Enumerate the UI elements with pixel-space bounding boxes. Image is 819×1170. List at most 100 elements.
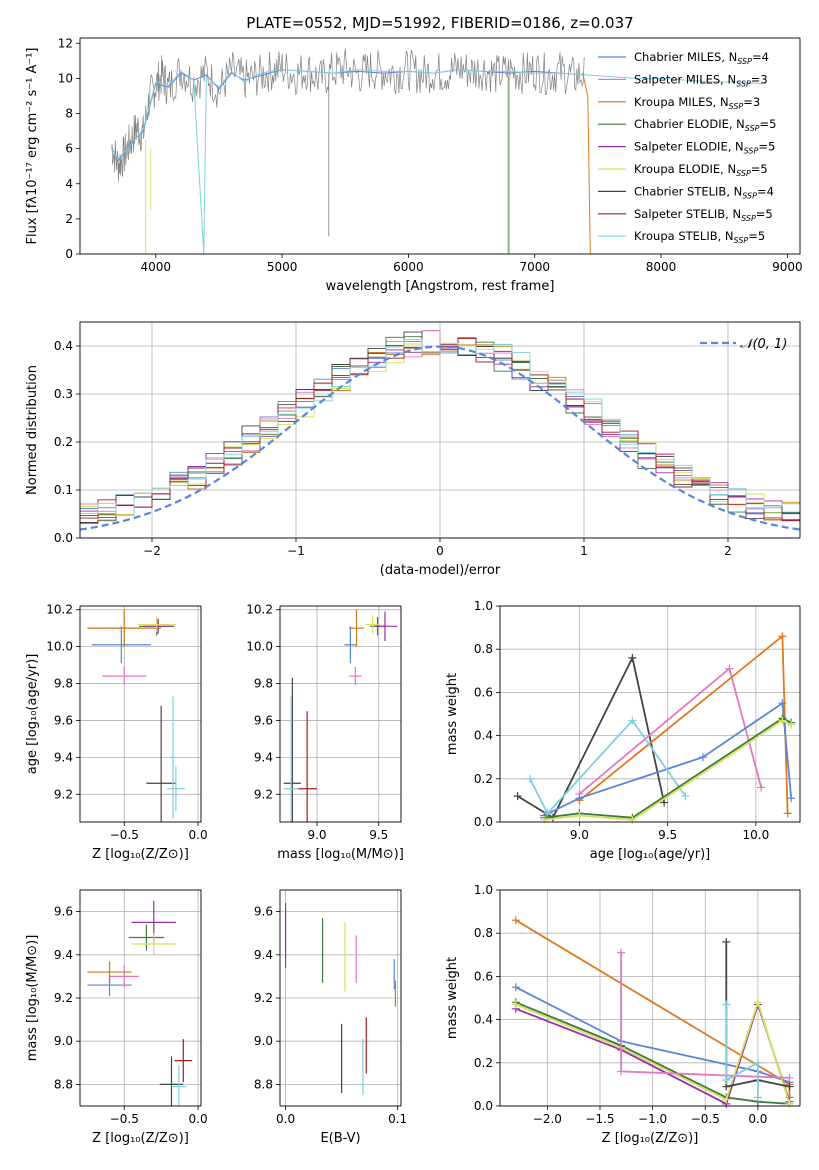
x-tick-label: 8000 xyxy=(646,260,677,274)
weight-point-kroupa_stelib xyxy=(526,774,534,783)
x-tick-label: 6000 xyxy=(393,260,424,274)
weight-line-kroupa_stelib xyxy=(725,1004,759,1098)
model-line-kroupa_stelib xyxy=(111,69,763,254)
y-tick-label: 0.4 xyxy=(54,339,73,353)
legend-label: Kroupa ELODIE, NSSP=5 xyxy=(634,162,768,178)
legend-label: Salpeter STELIB, NSSP=5 xyxy=(634,207,773,223)
weight-point-kroupa_stelib xyxy=(753,1058,762,1067)
x-tick-label: 5000 xyxy=(267,260,298,274)
y-tick-label: 10.2 xyxy=(246,603,273,617)
y-tick-label: 1.0 xyxy=(474,599,493,613)
weight-point-salpeter_miles xyxy=(725,664,734,673)
weight-point-chabrier_miles xyxy=(778,699,787,708)
y-tick-label: 9.4 xyxy=(54,750,73,764)
x-tick-label: 10.0 xyxy=(743,828,770,842)
x-tick-label: −0.5 xyxy=(110,1112,139,1126)
y-tick-label: 0.3 xyxy=(54,387,73,401)
y-tick-label: 9.6 xyxy=(254,905,273,919)
x-axis-label: Z [log₁₀(Z/Z⊙)] xyxy=(602,1131,699,1146)
weight-point-kroupa_stelib xyxy=(722,1000,731,1009)
y-tick-label: 9.0 xyxy=(54,1034,73,1048)
y-tick-label: 0.4 xyxy=(474,729,493,743)
weight-point-orange xyxy=(778,632,787,641)
weight-point-chabrier_stelib xyxy=(628,653,637,662)
weight-point-kroupa_stelib xyxy=(681,792,690,801)
y-axis-label: Normed distribution xyxy=(25,365,40,495)
y-tick-label: 0.0 xyxy=(54,531,73,545)
x-tick-label: −1.0 xyxy=(638,1112,667,1126)
y-tick-label: 0.2 xyxy=(54,435,73,449)
plot-frame xyxy=(279,605,402,823)
weight-point-kroupa_stelib xyxy=(628,716,637,725)
y-tick-label: 9.8 xyxy=(54,677,73,691)
x-tick-label: 9.5 xyxy=(369,828,388,842)
y-tick-label: 0.0 xyxy=(474,815,493,829)
y-tick-label: 9.2 xyxy=(254,787,273,801)
x-tick-label: 7000 xyxy=(519,260,550,274)
weight-point-kroupa_stelib xyxy=(543,809,552,818)
weight-point-kroupa_elodie xyxy=(785,1099,794,1108)
weight-point-chabrier_miles xyxy=(787,794,796,803)
weight-point-kroupa_elodie xyxy=(753,998,762,1007)
y-tick-label: 0.1 xyxy=(54,483,73,497)
weight-line-kroupa_stelib xyxy=(529,719,687,815)
x-tick-label: −1.5 xyxy=(585,1112,614,1126)
x-axis-label: wavelength [Angstrom, rest frame] xyxy=(326,279,555,294)
weight-point-kroupa_elodie xyxy=(628,815,637,824)
x-tick-label: 0.0 xyxy=(276,1112,295,1126)
y-tick-label: 9.6 xyxy=(54,905,73,919)
x-tick-label: 9000 xyxy=(772,260,803,274)
y-axis-label: age [log₁₀(age/yr)] xyxy=(25,654,40,775)
weight-point-salpeter_miles xyxy=(785,1073,794,1082)
y-tick-label: 9.4 xyxy=(254,750,273,764)
y-axis-label: mass [log₁₀(M/M⊙)] xyxy=(25,935,40,1062)
weight-point-chabrier_stelib xyxy=(513,792,522,801)
legend-label: Kroupa MILES, NSSP=3 xyxy=(634,95,760,111)
x-axis-label: Z [log₁₀(Z/Z⊙)] xyxy=(92,847,189,862)
y-tick-label: 9.2 xyxy=(254,991,273,1005)
legend-label: Chabrier MILES, NSSP=4 xyxy=(634,50,769,66)
gaussian-curve xyxy=(80,345,800,531)
x-axis-label: age [log₁₀(age/yr)] xyxy=(590,847,711,862)
x-tick-label: 9.0 xyxy=(307,828,326,842)
y-tick-label: 0.2 xyxy=(474,1056,493,1070)
y-tick-label: 0.2 xyxy=(474,772,493,786)
y-tick-label: 0.4 xyxy=(474,1013,493,1027)
weight-point-salpeter_miles xyxy=(617,1067,626,1076)
y-tick-label: 0.0 xyxy=(474,1099,493,1113)
y-tick-label: 0.8 xyxy=(474,926,493,940)
weight-point-chabrier_stelib xyxy=(660,798,669,807)
plot-frame xyxy=(499,889,801,1107)
model-drop-miles xyxy=(582,72,591,254)
x-axis-label: E(B-V) xyxy=(320,1131,360,1146)
legend-label: Kroupa STELIB, NSSP=5 xyxy=(634,229,765,245)
x-tick-label: −0.5 xyxy=(110,828,139,842)
y-tick-label: 10 xyxy=(58,71,73,85)
x-tick-label: 0.0 xyxy=(189,828,208,842)
weight-point-orange xyxy=(783,809,792,818)
weight-line-chabrier_stelib xyxy=(517,655,665,819)
y-axis-label: mass weight xyxy=(445,673,460,755)
plot-frame xyxy=(79,889,202,1107)
y-axis-label: Flux [fλ10⁻¹⁷ erg cm⁻² s⁻¹ A⁻¹] xyxy=(25,48,40,245)
y-tick-label: 1.0 xyxy=(474,883,493,897)
x-tick-label: −0.5 xyxy=(691,1112,720,1126)
legend-label: Salpeter MILES, NSSP=3 xyxy=(634,72,768,88)
weight-point-chabrier_stelib xyxy=(722,937,731,946)
data-spectrum-line xyxy=(111,48,585,182)
x-tick-label: 1 xyxy=(580,544,588,558)
y-tick-label: 12 xyxy=(58,36,73,50)
x-axis-label: Z [log₁₀(Z/Z⊙)] xyxy=(92,1131,189,1146)
y-tick-label: 9.6 xyxy=(254,713,273,727)
y-tick-label: 0.6 xyxy=(474,969,493,983)
legend-label: Chabrier ELODIE, NSSP=5 xyxy=(634,117,776,133)
x-tick-label: 0 xyxy=(436,544,444,558)
y-tick-label: 8.8 xyxy=(254,1077,273,1091)
plot-frame xyxy=(279,889,402,1107)
weight-point-salpeter_miles xyxy=(757,783,766,792)
weight-point-chabrier_miles xyxy=(511,983,520,992)
y-tick-label: 10.0 xyxy=(46,640,73,654)
x-axis-label: mass [log₁₀(M/M⊙)] xyxy=(277,847,404,862)
y-tick-label: 10.0 xyxy=(246,640,273,654)
